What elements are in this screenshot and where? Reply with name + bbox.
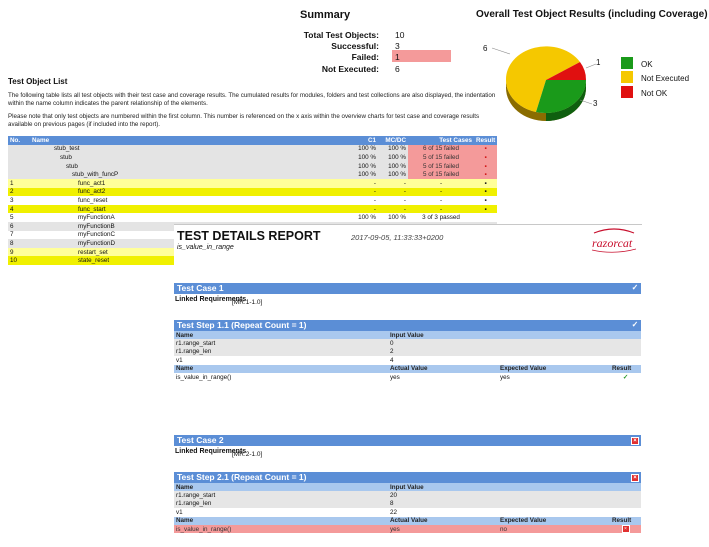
outputs-header-row: Name Actual Value Expected Value Result: [174, 364, 641, 373]
not-executed-icon: ▪: [474, 196, 498, 205]
successful-label: Successful:: [331, 41, 379, 51]
pie-slice-not-executed: [505, 46, 580, 112]
report-subtitle: is_value_in_range: [177, 244, 234, 251]
table-row: r1.range_start 0: [174, 339, 641, 348]
total-label: Total Test Objects:: [303, 30, 379, 40]
test-step-2-1-header[interactable]: Test Step 2.1 (Repeat Count = 1) ×: [174, 472, 641, 483]
check-icon: ✓: [631, 320, 639, 329]
total-value: 10: [395, 30, 405, 40]
outputs-header-row: Name Actual Value Expected Value Result: [174, 516, 641, 525]
table-row: is_value_in_range() yes no ×: [174, 524, 641, 534]
svg-text:razorcat: razorcat: [592, 236, 633, 250]
fail-icon: ×: [631, 437, 639, 445]
table-row: v1 22: [174, 508, 641, 517]
failed-label: Failed:: [351, 52, 379, 62]
pie-base-ok: [546, 80, 586, 121]
table-row[interactable]: 5 myFunctionA 100 % 100 % 3 of 3 passed: [8, 213, 498, 222]
pie-label-not-ok: 1: [596, 58, 601, 67]
report-title: TEST DETAILS REPORT: [177, 229, 321, 243]
check-icon: ✓: [631, 283, 639, 292]
legend-label-not-executed: Not Executed: [641, 74, 690, 83]
test-step-1-1-table: Name Input Value r1.range_start 0 r1.ran…: [174, 331, 641, 382]
legend-label-not-ok: Not OK: [641, 89, 668, 98]
table-row: r1.range_len 8: [174, 499, 641, 509]
fail-icon: ▪: [474, 170, 498, 179]
failed-highlight: [392, 50, 451, 62]
inputs-header-row: Name Input Value: [174, 331, 641, 340]
table-row: v1 4: [174, 356, 641, 365]
col-mcdc: MC/DC: [378, 136, 408, 145]
col-no: No.: [8, 136, 30, 145]
report-top-rule: [174, 224, 642, 225]
test-case-2-header[interactable]: Test Case 2 ×: [174, 435, 641, 446]
successful-value: 3: [395, 41, 400, 51]
results-pie-chart: [491, 46, 597, 121]
check-icon: ✓: [610, 372, 641, 382]
fail-icon: ×: [631, 474, 639, 482]
test-step-1-1-title: Test Step 1.1 (Repeat Count = 1): [177, 320, 307, 330]
table-row[interactable]: 4 func_start - - - ▪: [8, 204, 498, 214]
not-executed-icon: ▪: [474, 187, 498, 197]
pie-label-ok: 3: [593, 99, 598, 108]
test-case-2-title: Test Case 2: [177, 435, 224, 445]
table-header-row: No. Name C1 MC/DC Test Cases Result: [8, 136, 498, 145]
object-list-title: Test Object List: [8, 77, 68, 86]
report-date: 2017-09-05, 11:33:33+0200: [351, 233, 444, 242]
linked-requirements-label: Linked Requirements: [175, 448, 247, 455]
legend-swatch-not-executed: [621, 71, 633, 83]
test-step-1-1-header[interactable]: Test Step 1.1 (Repeat Count = 1) ✓: [174, 320, 641, 331]
pie-slice-not-ok: [546, 62, 587, 80]
table-row[interactable]: stub 100 % 100 % 5 of 15 failed ▪: [8, 161, 498, 171]
test-step-2-1-table: Name Input Value r1.range_start 20 r1.ra…: [174, 483, 641, 534]
object-list-note: Please note that only test objects are n…: [8, 113, 480, 128]
legend-swatch-ok: [621, 57, 633, 69]
table-row[interactable]: stub_with_funcP 100 % 100 % 5 of 15 fail…: [8, 170, 498, 179]
table-row[interactable]: 2 func_act2 - - - ▪: [8, 187, 498, 197]
table-row[interactable]: 3 func_reset - - - ▪: [8, 196, 498, 205]
results-chart-title: Overall Test Object Results (including C…: [476, 9, 708, 20]
pie-label-not-executed: 6: [483, 44, 488, 53]
fail-icon: ×: [610, 524, 641, 534]
failed-value: 1: [395, 52, 400, 62]
linked-requirements-value: [MR:2-1.0]: [232, 451, 263, 458]
not-executed-value: 6: [395, 64, 400, 74]
object-list-intro: The following table lists all test objec…: [8, 92, 496, 107]
test-step-2-1-title: Test Step 2.1 (Repeat Count = 1): [177, 472, 307, 482]
col-name: Name: [30, 136, 320, 145]
legend-label-ok: OK: [641, 60, 653, 69]
table-row[interactable]: stub_test 100 % 100 % 6 of 15 failed ▪: [8, 144, 498, 154]
fail-icon: ▪: [474, 161, 498, 171]
test-case-1-title: Test Case 1: [177, 283, 224, 293]
razorcat-logo: razorcat: [591, 228, 637, 253]
col-result: Result: [474, 136, 498, 145]
linked-requirements-label: Linked Requirements: [175, 296, 247, 303]
summary-title: Summary: [300, 9, 351, 21]
fail-icon: ▪: [474, 153, 498, 162]
not-executed-icon: ▪: [474, 178, 498, 188]
not-executed-label: Not Executed:: [321, 64, 379, 74]
not-executed-icon: ▪: [474, 204, 498, 214]
pie-slice-ok: [536, 80, 587, 114]
col-test-cases: Test Cases: [408, 136, 474, 145]
linked-requirements-value: [MR:1-1.0]: [232, 299, 263, 306]
table-row[interactable]: 1 func_act1 - - - ▪: [8, 178, 498, 188]
table-row: is_value_in_range() yes yes ✓: [174, 372, 641, 382]
col-c1: C1: [320, 136, 378, 145]
legend-swatch-not-ok: [621, 86, 633, 98]
test-case-1-header[interactable]: Test Case 1 ✓: [174, 283, 641, 294]
table-row[interactable]: stub 100 % 100 % 5 of 15 failed ▪: [8, 153, 498, 162]
inputs-header-row: Name Input Value: [174, 483, 641, 492]
table-row: r1.range_start 20: [174, 491, 641, 500]
fail-icon: ▪: [474, 144, 498, 154]
table-row: r1.range_len 2: [174, 347, 641, 357]
